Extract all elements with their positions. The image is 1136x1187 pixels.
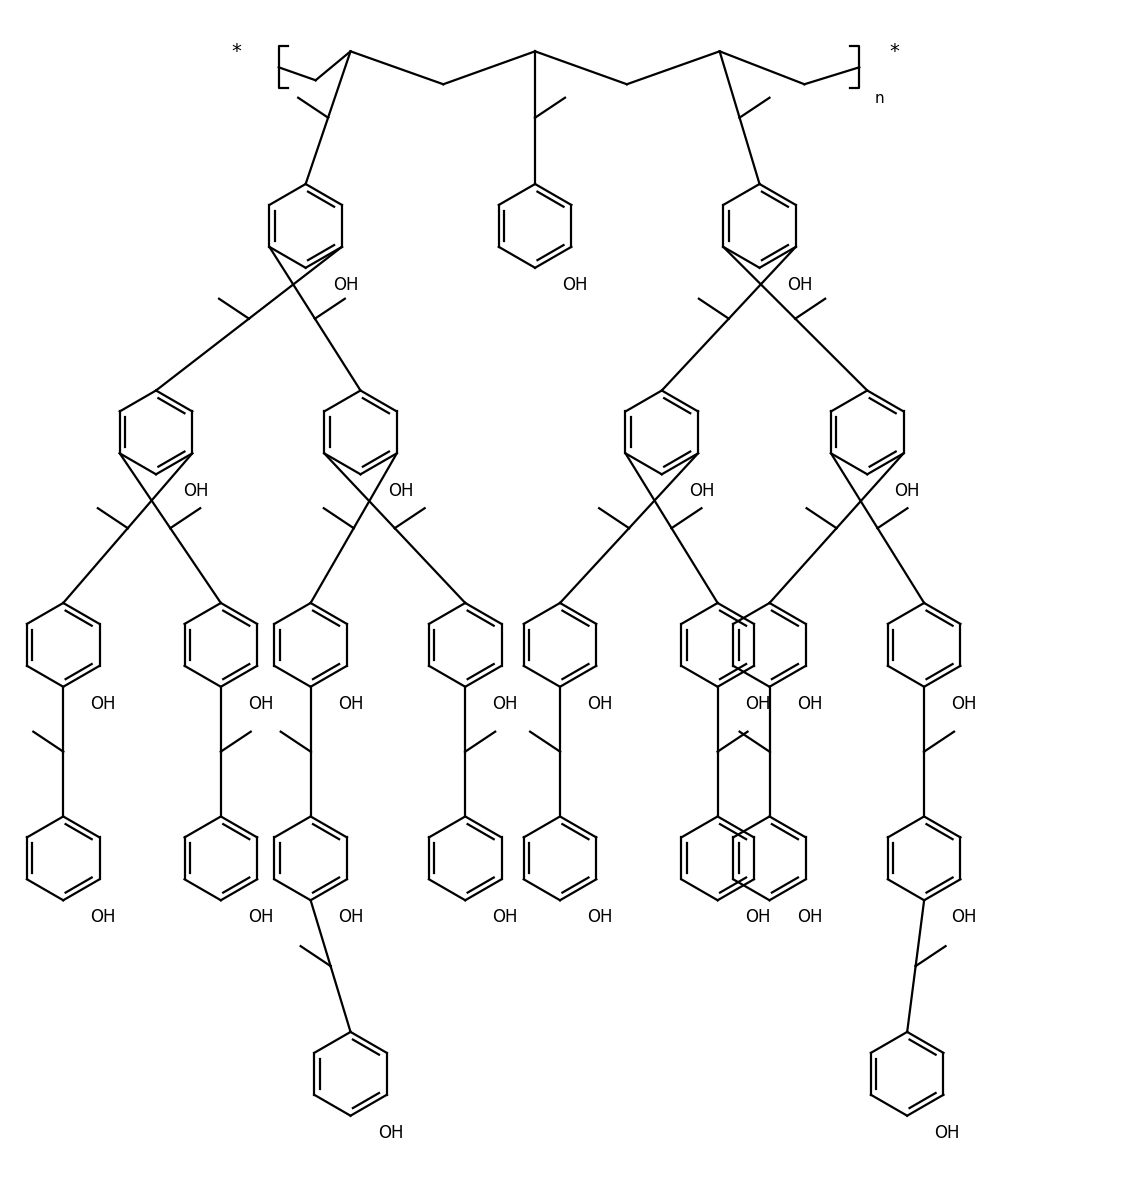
Text: OH: OH	[248, 908, 274, 926]
Text: OH: OH	[91, 908, 116, 926]
Text: OH: OH	[745, 908, 770, 926]
Text: OH: OH	[934, 1124, 960, 1142]
Text: OH: OH	[745, 694, 770, 712]
Text: OH: OH	[91, 694, 116, 712]
Text: OH: OH	[587, 694, 612, 712]
Text: OH: OH	[951, 694, 977, 712]
Text: OH: OH	[377, 1124, 403, 1142]
Text: OH: OH	[337, 908, 364, 926]
Text: OH: OH	[796, 694, 822, 712]
Text: OH: OH	[492, 694, 518, 712]
Text: OH: OH	[248, 694, 274, 712]
Text: OH: OH	[894, 482, 920, 500]
Text: OH: OH	[337, 694, 364, 712]
Text: OH: OH	[787, 275, 812, 293]
Text: OH: OH	[796, 908, 822, 926]
Text: OH: OH	[688, 482, 715, 500]
Text: OH: OH	[492, 908, 518, 926]
Text: OH: OH	[951, 908, 977, 926]
Text: OH: OH	[587, 908, 612, 926]
Text: OH: OH	[562, 275, 587, 293]
Text: n: n	[875, 90, 884, 106]
Text: OH: OH	[333, 275, 358, 293]
Text: *: *	[231, 42, 241, 61]
Text: OH: OH	[183, 482, 209, 500]
Text: *: *	[889, 42, 899, 61]
Text: OH: OH	[387, 482, 414, 500]
